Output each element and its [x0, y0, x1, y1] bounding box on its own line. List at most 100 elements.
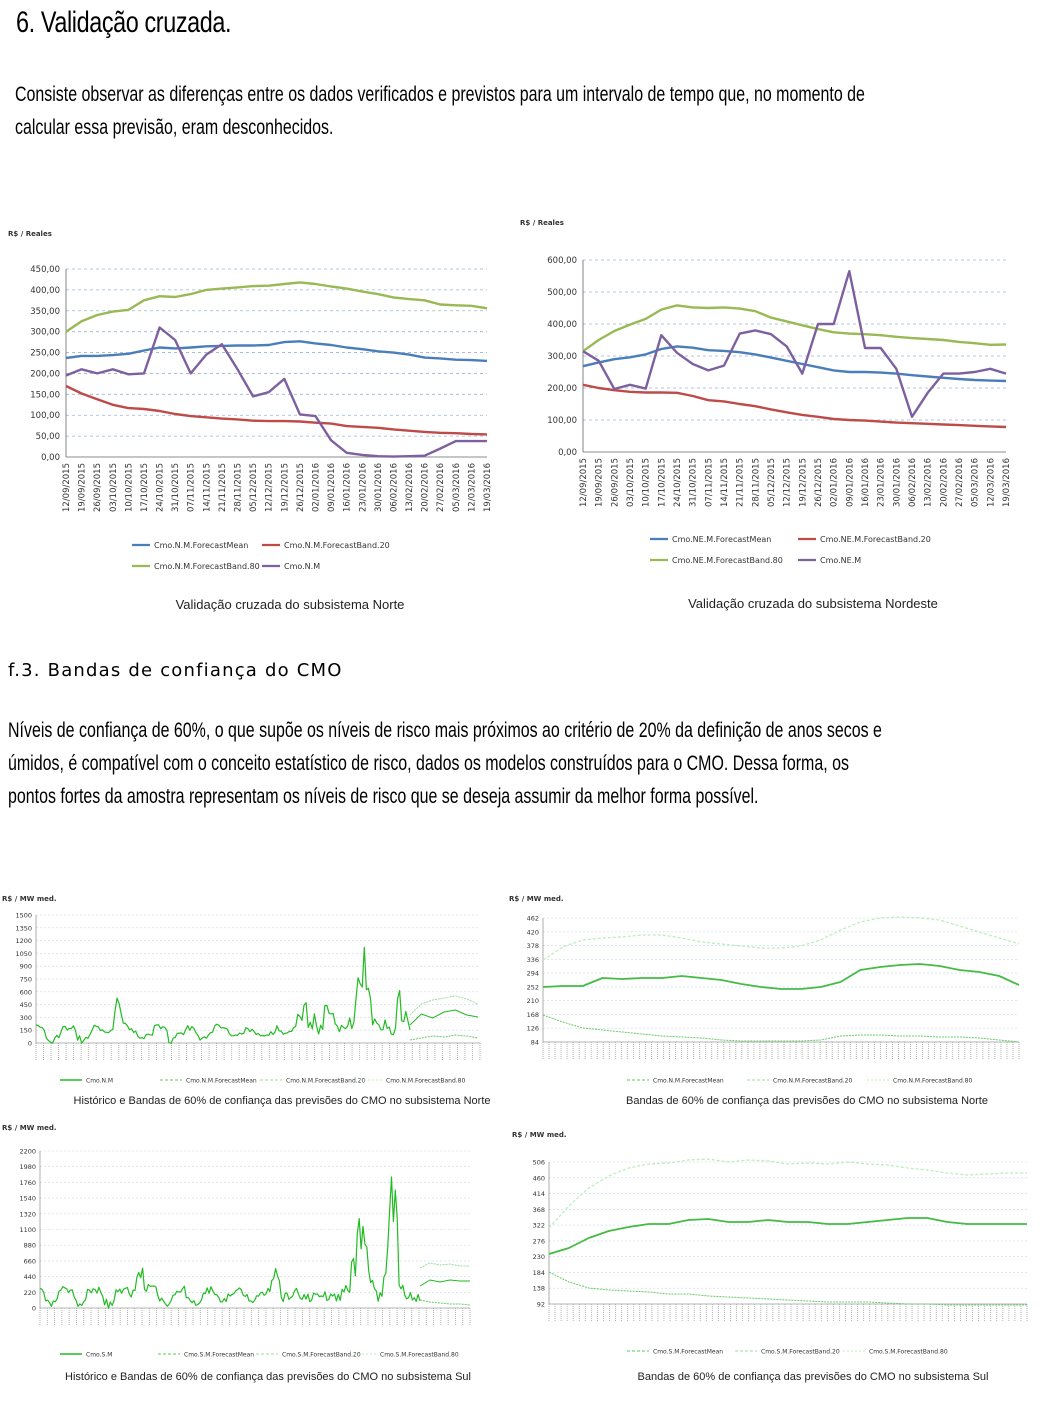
y-tick-label: 276	[533, 1237, 545, 1245]
series-line	[409, 1009, 479, 1026]
y-tick-label: 184	[533, 1269, 545, 1277]
series-line	[409, 1034, 479, 1041]
chart-caption: Bandas de 60% de confiança das previsões…	[638, 1371, 989, 1383]
series-line	[548, 1158, 1027, 1229]
unit-label: R$ / MW med.	[512, 1131, 567, 1139]
y-tick-label: 0	[28, 1040, 32, 1048]
y-tick-label: 230	[533, 1253, 545, 1261]
chart-bandas-sul: R$ / MW med. 506 460 414 368 322 276 230 184 138…	[512, 1131, 1028, 1383]
y-tick-label: 50,00	[36, 432, 60, 442]
paragraph-line: calcular essa previsão, eram desconhecid…	[15, 116, 334, 139]
y-tick-label: 300	[20, 1014, 32, 1022]
x-tick-label: 12/09/2015	[62, 463, 72, 512]
x-tick-label: 12/12/2015	[265, 463, 275, 512]
x-tick-label: 03/10/2015	[109, 463, 119, 512]
chart-caption: Histórico e Bandas de 60% de confiança d…	[74, 1095, 491, 1107]
series-line	[65, 384, 488, 436]
x-tick-label: 07/11/2015	[704, 458, 714, 507]
y-tick-label: 350,00	[30, 307, 60, 317]
y-tick-label: 300,00	[30, 328, 60, 338]
chart-validacao-norte: R$ / Reales 450,00 400,00 350,00 300,00 250,…	[8, 230, 493, 612]
x-tick-label: 26/12/2015	[296, 463, 306, 512]
x-tick-label: 13/02/2016	[405, 463, 415, 512]
x-tick-label: 28/11/2015	[234, 463, 244, 512]
paragraph-line: pontos fortes da amostra representam os …	[8, 785, 759, 808]
y-tick-label: 300,00	[547, 352, 577, 362]
legend-label: Cmo.N.M.ForecastBand.80	[893, 1078, 973, 1085]
x-tick-label: 26/12/2015	[814, 458, 824, 507]
y-tick-label: 900	[20, 963, 32, 971]
x-tick-label: 06/02/2016	[389, 463, 399, 512]
y-tick-label: 1200	[15, 937, 32, 945]
x-tick-label: 03/10/2015	[626, 458, 636, 507]
legend-label: Cmo.N.M	[284, 562, 320, 571]
legend-label: Cmo.N.M.ForecastBand.80	[386, 1078, 466, 1085]
x-tick-label: 19/03/2016	[1002, 458, 1012, 507]
x-tick-label: 17/10/2015	[657, 458, 667, 507]
x-tick-label: 12/03/2016	[467, 463, 477, 512]
y-tick-label: 462	[527, 915, 539, 923]
y-tick-label: 450	[20, 1001, 32, 1009]
y-tick-label: 600,00	[547, 256, 577, 266]
legend-label: Cmo.S.M.ForecastMean	[184, 1352, 254, 1359]
y-tick-label: 336	[527, 956, 539, 964]
section-heading: 6. Validação cruzada.	[16, 6, 232, 39]
legend-label: Cmo.N.M.ForecastMean	[186, 1078, 257, 1085]
x-tick-label: 10/10/2015	[642, 458, 652, 507]
x-tick-label: 30/01/2016	[892, 458, 902, 507]
legend-label: Cmo.N.M.ForecastMean	[154, 541, 248, 550]
series-line	[65, 326, 487, 458]
y-tick-label: 200,00	[547, 384, 577, 394]
section-heading: f.3. Bandas de confiança do CMO	[8, 660, 343, 681]
y-tick-label: 1980	[19, 1163, 36, 1171]
section-paragraph: Consiste observar as diferenças entre os…	[15, 78, 865, 144]
y-tick-label: 220	[24, 1289, 36, 1297]
y-tick-label: 1350	[15, 924, 32, 932]
y-tick-label: 138	[533, 1285, 545, 1293]
chart-caption: Validação cruzada do subsistema Nordeste	[688, 596, 938, 611]
legend-label: Cmo.S.M.ForecastBand.20	[282, 1352, 361, 1359]
y-tick-label: 414	[533, 1190, 545, 1198]
y-tick-label: 400,00	[547, 320, 577, 330]
series-line	[419, 1299, 471, 1306]
y-tick-label: 1320	[19, 1210, 36, 1218]
x-tick-label: 05/12/2015	[767, 458, 777, 507]
x-tick-label: 17/10/2015	[140, 463, 150, 512]
legend-label: Cmo.N.M.ForecastBand.20	[284, 541, 390, 550]
series-line	[548, 1217, 1027, 1255]
x-tick-label: 07/11/2015	[187, 463, 197, 512]
paragraph-line: Níveis de confiança de 60%, o que supõe …	[8, 719, 882, 742]
x-tick-label: 05/03/2016	[971, 458, 981, 507]
legend-label: Cmo.S.M.ForecastBand.80	[869, 1349, 948, 1356]
y-tick-label: 450,00	[30, 265, 60, 275]
chart-historico-sul: R$ / MW med. 220019801760154013201100880…	[2, 1124, 471, 1383]
series-line	[419, 1279, 470, 1287]
x-tick-label: 26/09/2015	[610, 458, 620, 507]
x-tick-label: 13/02/2016	[924, 458, 934, 507]
y-tick-label: 600	[20, 988, 32, 996]
x-tick-label: 16/01/2016	[861, 458, 871, 507]
y-tick-label: 1540	[19, 1195, 36, 1203]
chart-validacao-nordeste: R$ / Reales 600,00 500,00 400,00 300,00 200,…	[520, 219, 1012, 611]
legend-label: Cmo.N.M.ForecastMean	[653, 1078, 724, 1085]
y-tick-label: 252	[527, 983, 539, 991]
series-line	[582, 383, 1007, 429]
legend-label: Cmo.NE.M	[820, 556, 861, 565]
x-tick-label: 20/02/2016	[421, 463, 431, 512]
y-tick-label: 378	[527, 942, 539, 950]
x-tick-label: 12/12/2015	[783, 458, 793, 507]
x-tick-label: 31/10/2015	[171, 463, 181, 512]
x-tick-label: 21/11/2015	[736, 458, 746, 507]
y-tick-label: 420	[527, 928, 539, 936]
y-tick-label: 210	[527, 997, 539, 1005]
x-tick-label: 24/10/2015	[673, 458, 683, 507]
y-tick-label: 506	[533, 1159, 545, 1167]
chart-caption: Validação cruzada do subsistema Norte	[176, 597, 405, 612]
paragraph-line: úmidos, é compatível com o conceito esta…	[8, 752, 849, 775]
legend-label: Cmo.NE.M.ForecastBand.20	[820, 535, 931, 544]
legend-label: Cmo.N.M.ForecastBand.80	[154, 562, 260, 571]
series-line	[419, 1262, 470, 1269]
series-line	[35, 946, 411, 1044]
y-tick-label: 100,00	[547, 416, 577, 426]
chart-caption: Histórico e Bandas de 60% de confiança d…	[65, 1371, 471, 1383]
